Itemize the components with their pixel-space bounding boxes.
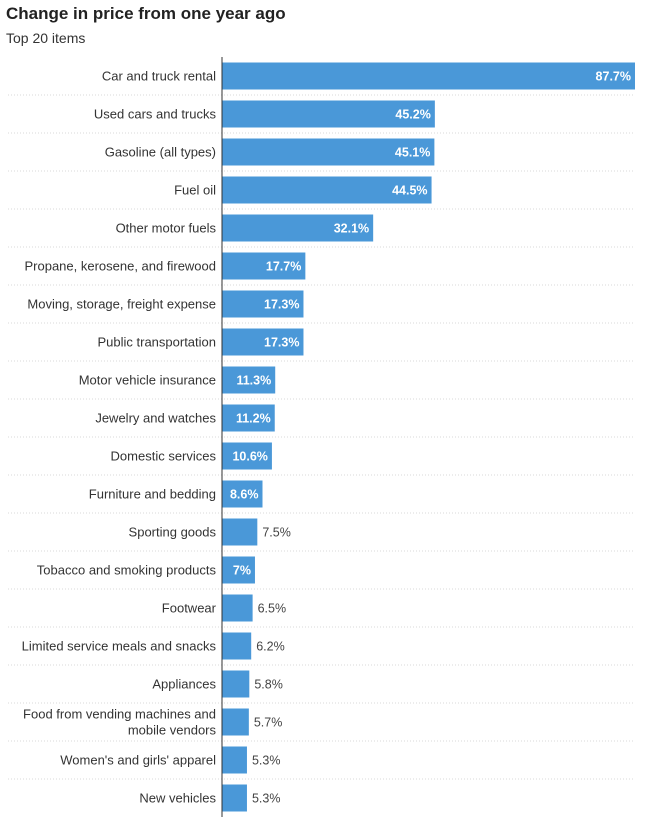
value-label: 17.3% [264,336,299,350]
value-label: 5.3% [252,792,281,806]
bar [222,328,304,356]
category-label: Public transportation [97,335,216,350]
category-label: Fuel oil [174,183,216,198]
category-label: Domestic services [111,449,217,464]
bar [222,214,374,242]
value-label: 32.1% [334,222,369,236]
bar [222,784,247,812]
bar [222,594,253,622]
value-label: 6.2% [256,640,285,654]
category-label: Furniture and bedding [89,487,216,502]
category-label: Food from vending machines and mobile ven… [23,707,216,738]
value-labels: 87.7% 45.2% 45.1% 44.5% 32.1% 17.7% 17.3% 17.3%… [230,70,631,806]
value-label: 44.5% [392,184,427,198]
category-label: Propane, kerosene, and firewood [24,259,216,274]
bar [222,176,432,204]
value-label: 6.5% [258,602,287,616]
bar [222,138,435,166]
bar [222,100,435,128]
value-label: 11.2% [236,412,271,426]
value-label: 10.6% [232,450,267,464]
value-label: 5.8% [254,678,283,692]
bar [222,746,247,774]
value-label: 45.2% [395,108,430,122]
category-label: Women's and girls' apparel [60,753,216,768]
category-label: Appliances [152,677,216,692]
bar [222,708,249,736]
category-label: Sporting goods [129,525,217,540]
bar [222,62,635,90]
category-label: Footwear [162,601,217,616]
value-label: 7.5% [262,526,291,540]
value-label: 5.3% [252,754,281,768]
value-label: 8.6% [230,488,259,502]
bars [222,62,635,812]
bar [222,290,304,318]
category-labels: Car and truck rental Used cars and trucks… [22,69,217,806]
bar [222,404,275,432]
bar [222,366,276,394]
chart-title: Change in price from one year ago [6,4,286,23]
value-label: 7% [233,564,251,578]
chart-subtitle: Top 20 items [6,30,86,46]
category-label: Gasoline (all types) [105,145,216,160]
category-label: Car and truck rental [102,69,216,84]
row-separators [8,94,634,780]
bar [222,556,255,584]
bar [222,252,306,280]
category-label: New vehicles [139,791,216,806]
value-label: 45.1% [395,146,430,160]
value-label: 11.3% [236,374,271,388]
bar [222,442,272,470]
bar [222,670,250,698]
category-label: Used cars and trucks [94,107,217,122]
category-label: Limited service meals and snacks [22,639,217,654]
bar [222,518,258,546]
category-label: Tobacco and smoking products [37,563,217,578]
category-label: Other motor fuels [116,221,217,236]
value-label: 17.3% [264,298,299,312]
value-label: 5.7% [254,716,283,730]
value-label: 87.7% [596,70,631,84]
category-label: Jewelry and watches [95,411,216,426]
category-label: Motor vehicle insurance [79,373,216,388]
value-label: 17.7% [266,260,301,274]
bar [222,632,252,660]
bar [222,480,263,508]
category-label: Moving, storage, freight expense [27,297,216,312]
